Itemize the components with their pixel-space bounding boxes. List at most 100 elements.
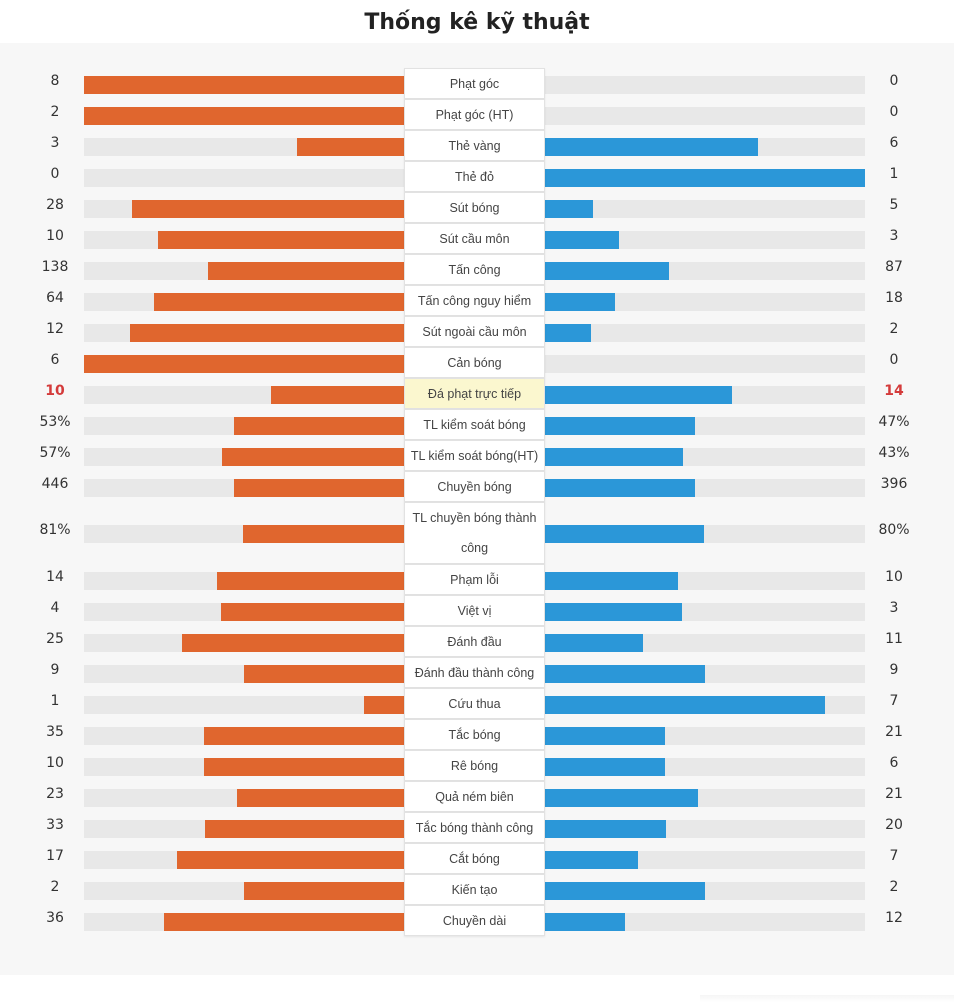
away-value: 2 [889, 879, 899, 895]
away-value: 0 [889, 104, 899, 120]
away-value: 5 [889, 197, 899, 213]
away-value: 12 [885, 910, 903, 926]
away-bar-track [545, 231, 865, 249]
bottom-shadow [700, 995, 954, 1002]
home-value: 12 [46, 321, 64, 337]
away-bar [545, 448, 683, 466]
home-bar-track [84, 696, 404, 714]
home-bar-track [84, 665, 404, 683]
away-bar-track [545, 200, 865, 218]
away-value: 47% [878, 414, 910, 430]
home-bar [177, 851, 404, 869]
away-bar-track [545, 107, 865, 125]
stat-label: Chuyền dài [404, 905, 545, 936]
away-bar-track [545, 417, 865, 435]
away-value: 87 [885, 259, 903, 275]
away-bar-track [545, 820, 865, 838]
away-bar-track [545, 727, 865, 745]
home-value: 2 [50, 879, 60, 895]
home-bar [208, 262, 404, 280]
home-value: 53% [39, 414, 71, 430]
home-bar [204, 727, 404, 745]
home-bar-track [84, 448, 404, 466]
away-bar [545, 293, 615, 311]
away-bar-track [545, 138, 865, 156]
home-bar [244, 882, 404, 900]
home-bar-track [84, 479, 404, 497]
stat-row: 4 Việt vị 3 [0, 595, 954, 626]
home-bar-track [84, 417, 404, 435]
home-bar-track [84, 107, 404, 125]
home-bar-track [84, 231, 404, 249]
away-bar [545, 386, 732, 404]
away-bar-track [545, 696, 865, 714]
home-bar-track [84, 200, 404, 218]
away-value: 7 [889, 693, 899, 709]
home-bar-track [84, 758, 404, 776]
stat-label: Rê bóng [404, 750, 545, 781]
home-bar-track [84, 789, 404, 807]
away-bar-track [545, 603, 865, 621]
stat-label: Phạt góc (HT) [404, 99, 545, 130]
away-bar [545, 665, 705, 683]
home-bar-track [84, 293, 404, 311]
home-value: 33 [46, 817, 64, 833]
away-bar-track [545, 665, 865, 683]
home-bar [84, 355, 404, 373]
home-bar [204, 758, 404, 776]
stat-row: 23 Quả ném biên 21 [0, 781, 954, 812]
home-value: 138 [41, 259, 69, 275]
away-value: 21 [885, 786, 903, 802]
stat-label: Tắc bóng [404, 719, 545, 750]
stat-row: 64 Tấn công nguy hiểm 18 [0, 285, 954, 316]
home-bar [271, 386, 404, 404]
home-bar [244, 665, 404, 683]
home-bar-track [84, 603, 404, 621]
away-bar-track [545, 324, 865, 342]
home-bar [130, 324, 404, 342]
home-value: 0 [50, 166, 60, 182]
stat-row: 17 Cắt bóng 7 [0, 843, 954, 874]
home-bar-track [84, 355, 404, 373]
stat-row: 33 Tắc bóng thành công 20 [0, 812, 954, 843]
away-value: 6 [889, 135, 899, 151]
stat-row: 53% TL kiểm soát bóng 47% [0, 409, 954, 440]
away-bar-track [545, 169, 865, 187]
home-bar-track [84, 882, 404, 900]
away-bar [545, 882, 705, 900]
away-value: 3 [889, 600, 899, 616]
stat-label: TL kiểm soát bóng [404, 409, 545, 440]
away-bar [545, 696, 825, 714]
stat-row: 10 Rê bóng 6 [0, 750, 954, 781]
home-value: 10 [45, 383, 65, 399]
away-bar-track [545, 355, 865, 373]
home-value: 10 [46, 755, 64, 771]
home-bar [182, 634, 404, 652]
stat-row: 6 Cản bóng 0 [0, 347, 954, 378]
away-bar-track [545, 758, 865, 776]
stat-label: Sút cầu môn [404, 223, 545, 254]
away-value: 80% [878, 522, 910, 538]
stat-row: 3 Thẻ vàng 6 [0, 130, 954, 161]
away-bar-track [545, 479, 865, 497]
stat-row: 10 Sút cầu môn 3 [0, 223, 954, 254]
stat-label: Đá phạt trực tiếp [404, 378, 545, 409]
stat-row: 14 Phạm lỗi 10 [0, 564, 954, 595]
home-value: 36 [46, 910, 64, 926]
stat-row: 36 Chuyền dài 12 [0, 905, 954, 936]
home-value: 6 [50, 352, 60, 368]
stat-label: Cứu thua [404, 688, 545, 719]
home-bar [234, 417, 404, 435]
home-value: 9 [50, 662, 60, 678]
away-value: 43% [878, 445, 910, 461]
away-bar [545, 525, 704, 543]
stat-row: 12 Sút ngoài cầu môn 2 [0, 316, 954, 347]
away-value: 1 [889, 166, 899, 182]
stat-label: Tấn công [404, 254, 545, 285]
stat-row: 2 Phạt góc (HT) 0 [0, 99, 954, 130]
stat-label: Kiến tạo [404, 874, 545, 905]
away-bar-track [545, 525, 865, 543]
home-bar [237, 789, 404, 807]
home-value: 8 [50, 73, 60, 89]
away-bar-track [545, 262, 865, 280]
